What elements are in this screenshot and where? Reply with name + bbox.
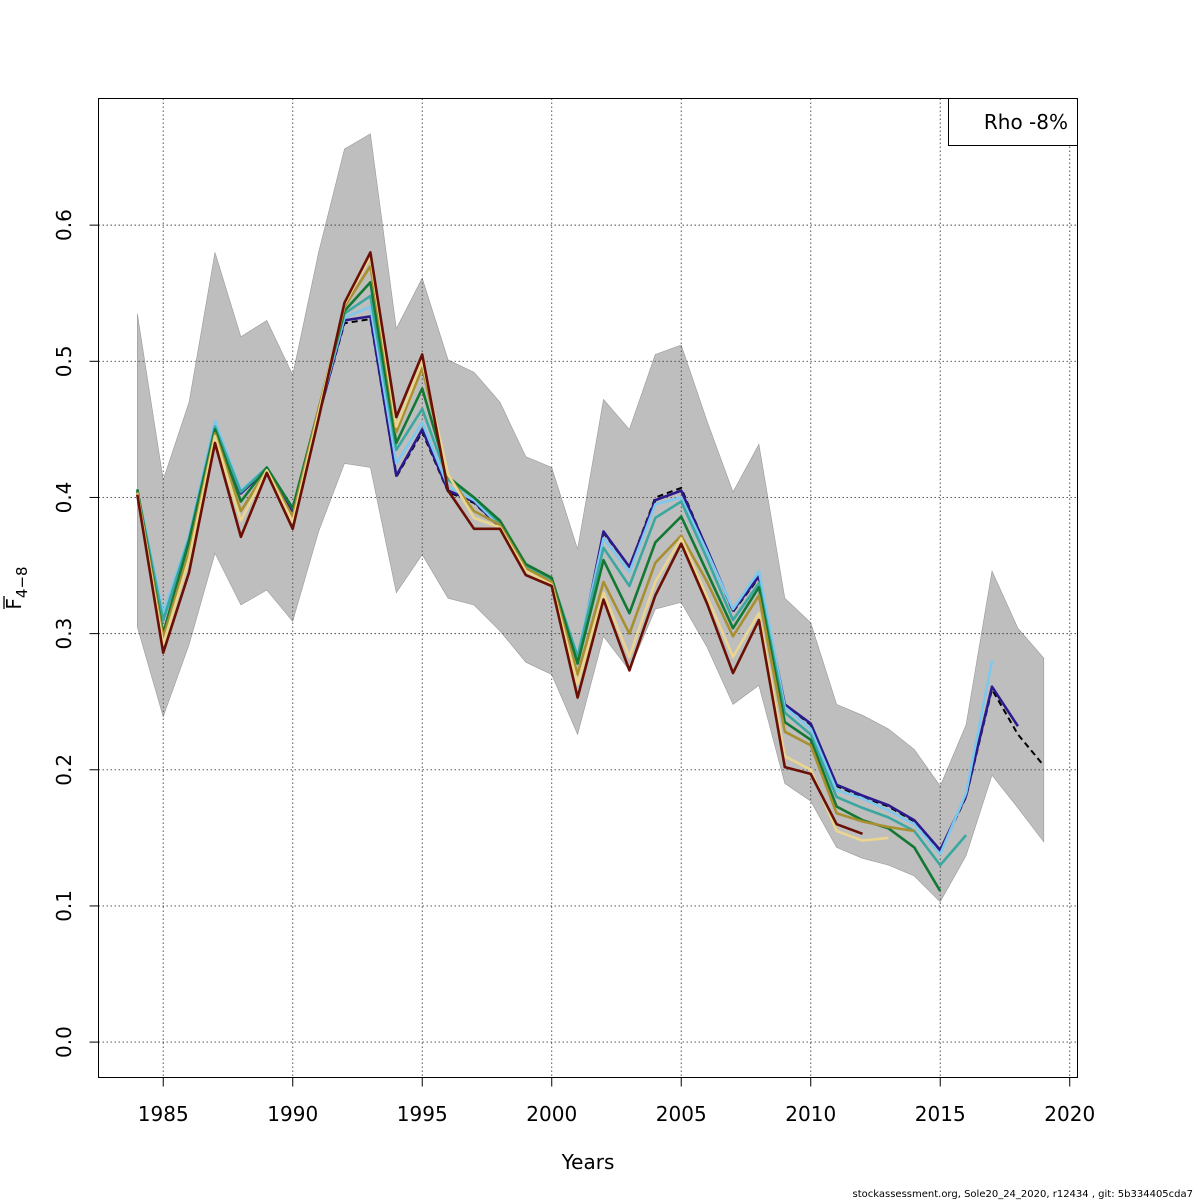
legend-label: Rho -8% — [984, 110, 1068, 134]
series-layer — [136, 251, 1045, 892]
series-line-5 — [136, 280, 942, 892]
x-tick-label: 1985 — [138, 1102, 189, 1126]
x-tick-label: 2015 — [915, 1102, 966, 1126]
y-tick-label: 0.6 — [52, 209, 76, 241]
x-tick-label: 2000 — [526, 1102, 577, 1126]
x-axis-title: Years — [561, 1150, 615, 1174]
y-axis-title-sub: 4−8 — [13, 566, 31, 598]
series-line-8 — [136, 251, 863, 836]
x-axis: 1985 1990 1995 2000 2005 2010 2015 2020 — [138, 1077, 1095, 1126]
legend-frame — [948, 98, 1078, 146]
legend-box: Rho -8% — [948, 98, 1078, 146]
y-tick-label: 0.0 — [52, 1026, 76, 1058]
y-tick-label: 0.5 — [52, 345, 76, 377]
y-tick-label: 0.1 — [52, 890, 76, 922]
y-axis-title: F4−8 — [2, 566, 31, 609]
y-tick-label: 0.2 — [52, 754, 76, 786]
x-tick-label: 2005 — [656, 1102, 707, 1126]
plot-frame — [98, 98, 1078, 1078]
x-tick-label: 1995 — [397, 1102, 448, 1126]
x-tick-label: 2010 — [785, 1102, 836, 1126]
y-axis-title-main: F — [2, 598, 26, 610]
svg-text:F4−8: F4−8 — [2, 566, 31, 609]
x-tick-label: 1990 — [267, 1102, 318, 1126]
y-tick-label: 0.4 — [52, 482, 76, 514]
x-tick-label: 2020 — [1044, 1102, 1095, 1126]
y-axis: 0.0 0.1 0.2 0.3 0.4 0.5 0.6 — [52, 209, 99, 1058]
y-tick-label: 0.3 — [52, 618, 76, 650]
footer-caption: stockassessment.org, Sole20_24_2020, r12… — [853, 1189, 1194, 1200]
